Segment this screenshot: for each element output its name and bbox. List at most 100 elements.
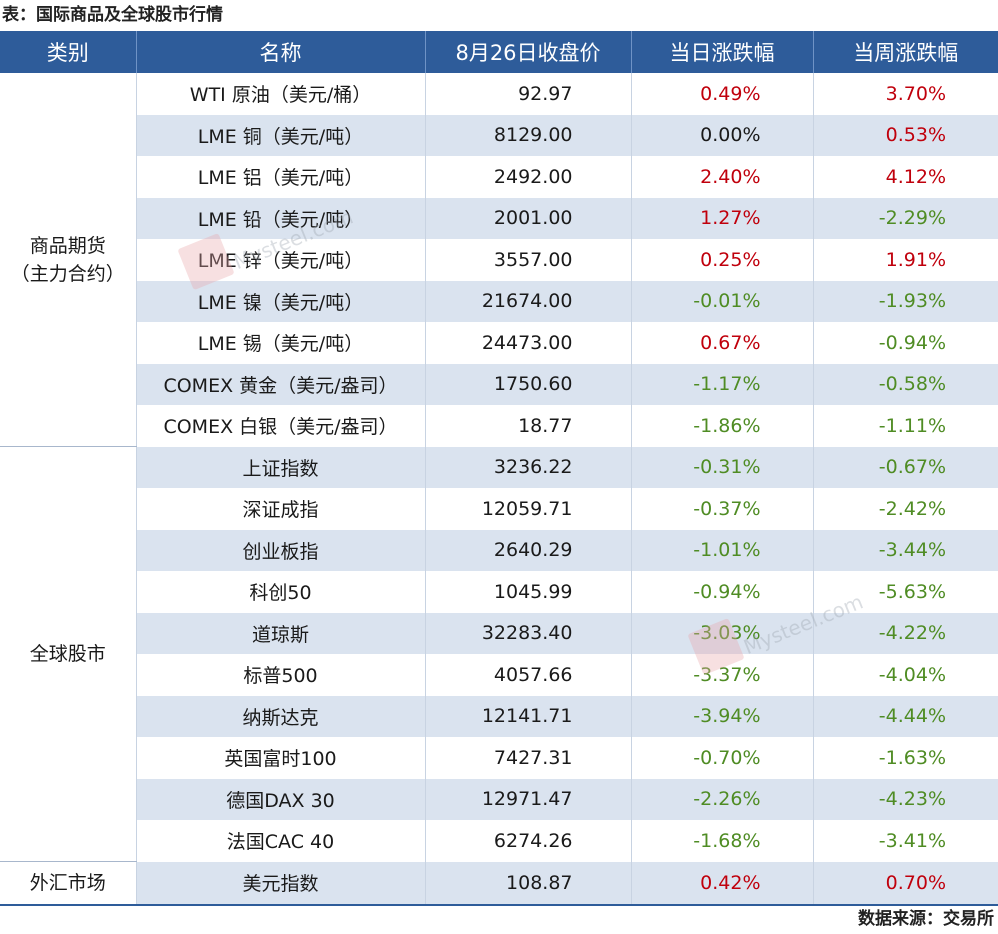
- row-name: 上证指数: [136, 446, 426, 488]
- table-row: 英国富时100 7427.31 -0.70% -1.63%: [0, 737, 998, 779]
- row-price: 12059.71: [425, 488, 632, 530]
- row-price: 2640.29: [425, 529, 632, 571]
- row-week-change: -2.29%: [813, 197, 998, 239]
- row-week-change: 0.53%: [813, 114, 998, 156]
- category-global-equities: 全球股市: [0, 446, 137, 862]
- category-label: 商品期货: [29, 234, 106, 257]
- row-day-change: -1.01%: [631, 529, 814, 571]
- header-category: 类别: [0, 31, 137, 73]
- row-week-change: -1.11%: [878, 414, 946, 437]
- row-name: LME 镍（美元/吨）: [136, 280, 426, 322]
- row-name: LME 锌（美元/吨）: [136, 239, 426, 281]
- row-day-change: -0.01%: [631, 280, 814, 322]
- row-name: LME 锡（美元/吨）: [136, 322, 426, 364]
- row-price: 108.87: [425, 861, 632, 906]
- row-day-change: -1.17%: [631, 363, 814, 405]
- row-day-change: -2.26%: [631, 778, 814, 820]
- row-price: 24473.00: [425, 322, 632, 364]
- row-name: COMEX 黄金（美元/盎司）: [136, 363, 426, 405]
- row-name: LME 铝（美元/吨）: [136, 156, 426, 198]
- row-name: 纳斯达克: [136, 695, 426, 737]
- row-week-change: -4.44%: [813, 695, 998, 737]
- row-name: 英国富时100: [136, 737, 426, 779]
- row-day-change: 0.67%: [631, 322, 814, 364]
- row-price: 3236.22: [425, 446, 632, 488]
- table-row: LME 锡（美元/吨） 24473.00 0.67% -0.94%: [0, 322, 998, 364]
- row-day-change: 0.42%: [631, 861, 814, 906]
- header-name: 名称: [136, 31, 426, 73]
- row-price: 4057.66: [425, 654, 632, 696]
- table-row: LME 锌（美元/吨） 3557.00 0.25% 1.91%: [0, 239, 998, 281]
- row-day-change: -3.94%: [631, 695, 814, 737]
- row-day-change: 0.25%: [631, 239, 814, 281]
- table-row: COMEX 黄金（美元/盎司） 1750.60 -1.17% -0.58%: [0, 363, 998, 405]
- row-week-change: -3.41%: [878, 829, 946, 852]
- row-name: 道琼斯: [136, 612, 426, 654]
- row-day-change: -0.31%: [631, 446, 814, 488]
- table-row: 深证成指 12059.71 -0.37% -2.42%: [0, 488, 998, 530]
- row-price: 1750.60: [425, 363, 632, 405]
- header-row: 类别 名称 8月26日收盘价 当日涨跌幅 当周涨跌幅: [0, 31, 998, 73]
- table-row: 商品期货 （主力合约） WTI 原油（美元/桶） 92.97 0.49% 3.7…: [0, 73, 998, 447]
- row-price: 2001.00: [425, 197, 632, 239]
- table-row: LME 铝（美元/吨） 2492.00 2.40% 4.12%: [0, 156, 998, 198]
- table-row: LME 铅（美元/吨） 2001.00 1.27% -2.29%: [0, 197, 998, 239]
- row-week-change: 0.70%: [813, 861, 998, 906]
- row-week-change: -0.94%: [878, 331, 946, 354]
- category-forex: 外汇市场: [0, 861, 137, 906]
- row-day-change: -1.68%: [631, 820, 814, 862]
- row-day-change: -3.03%: [631, 612, 814, 654]
- table-row: LME 镍（美元/吨） 21674.00 -0.01% -1.93%: [0, 280, 998, 322]
- row-week-change: -3.44%: [813, 529, 998, 571]
- row-day-change: -0.70%: [631, 737, 814, 779]
- table-row: 德国DAX 30 12971.47 -2.26% -4.23%: [0, 778, 998, 820]
- row-name: 标普500: [136, 654, 426, 696]
- table-row: 法国CAC 40 6274.26 -1.68% -3.41%: [0, 820, 998, 862]
- row-price: 3557.00: [425, 239, 632, 281]
- category-sublabel: （主力合约）: [10, 262, 125, 285]
- row-price: 8129.00: [425, 114, 632, 156]
- header-day-change: 当日涨跌幅: [631, 31, 814, 73]
- table-row: 外汇市场 美元指数 108.87 0.42% 0.70%: [0, 861, 998, 906]
- header-price: 8月26日收盘价: [425, 31, 632, 73]
- row-price: 32283.40: [425, 612, 632, 654]
- row-day-change: -0.94%: [631, 571, 814, 613]
- row-price: 1045.99: [425, 571, 632, 613]
- row-price: 7427.31: [425, 737, 632, 779]
- row-price: 6274.26: [425, 820, 632, 862]
- row-name: WTI 原油（美元/桶）: [136, 73, 426, 115]
- table-row: 全球股市 上证指数 3236.22 -0.31% -0.67%: [0, 446, 998, 862]
- row-day-change: -0.37%: [631, 488, 814, 530]
- table-row: 标普500 4057.66 -3.37% -4.04%: [0, 654, 998, 696]
- row-week-change: -0.58%: [813, 363, 998, 405]
- row-price: 12141.71: [425, 695, 632, 737]
- table-row: 纳斯达克 12141.71 -3.94% -4.44%: [0, 695, 998, 737]
- row-week-change: -5.63%: [878, 580, 946, 603]
- data-source-note: 数据来源：交易所: [858, 909, 994, 929]
- table-row: COMEX 白银（美元/盎司） 18.77 -1.86% -1.11%: [0, 405, 998, 447]
- row-price: 92.97: [425, 73, 632, 115]
- row-week-change: -4.22%: [813, 612, 998, 654]
- table-caption: 表：国际商品及全球股市行情: [2, 5, 223, 25]
- row-week-change: -4.23%: [813, 778, 998, 820]
- row-name: 法国CAC 40: [136, 820, 426, 862]
- row-price: 21674.00: [425, 280, 632, 322]
- row-day-change: 0.49%: [631, 73, 814, 115]
- category-label: 外汇市场: [29, 871, 106, 894]
- row-week-change: 4.12%: [885, 165, 946, 188]
- row-name: LME 铅（美元/吨）: [136, 197, 426, 239]
- row-name: COMEX 白银（美元/盎司）: [136, 405, 426, 447]
- row-week-change: -1.63%: [878, 746, 946, 769]
- row-week-change: -2.42%: [878, 497, 946, 520]
- row-week-change: -0.67%: [813, 446, 998, 488]
- row-name: 美元指数: [136, 861, 426, 906]
- row-price: 12971.47: [425, 778, 632, 820]
- row-day-change: -1.86%: [631, 405, 814, 447]
- row-week-change: -4.04%: [878, 663, 946, 686]
- table-row: 科创50 1045.99 -0.94% -5.63%: [0, 571, 998, 613]
- table-row: LME 铜（美元/吨） 8129.00 0.00% 0.53%: [0, 114, 998, 156]
- header-week-change: 当周涨跌幅: [813, 31, 998, 73]
- category-label: 全球股市: [29, 643, 106, 665]
- row-day-change: 2.40%: [631, 156, 814, 198]
- row-day-change: 1.27%: [631, 197, 814, 239]
